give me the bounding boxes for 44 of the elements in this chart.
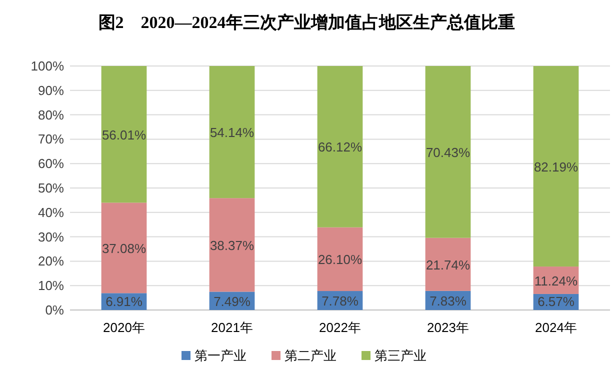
y-tick-label: 10% — [38, 278, 64, 294]
x-tick-label: 2022年 — [319, 320, 361, 335]
x-tick-label: 2023年 — [427, 320, 469, 335]
data-label: 37.08% — [102, 240, 146, 256]
bar — [317, 227, 363, 292]
data-label: 6.57% — [538, 294, 575, 309]
bar — [425, 238, 471, 291]
data-label: 7.49% — [214, 294, 251, 309]
data-label: 66.12% — [318, 140, 362, 155]
y-tick-label: 20% — [38, 254, 64, 269]
legend-label: 第二产业 — [284, 348, 336, 363]
chart-title: 图2 2020—2024年三次产业增加值占地区生产总值比重 — [98, 13, 515, 32]
data-label: 21.74% — [426, 257, 470, 272]
data-label: 54.14% — [210, 125, 254, 140]
y-tick-label: 80% — [38, 107, 64, 122]
bar — [425, 66, 471, 238]
y-tick-label: 50% — [38, 180, 64, 196]
y-tick-label: 60% — [38, 156, 64, 172]
data-label: 38.37% — [210, 238, 254, 253]
y-tick-label: 30% — [38, 229, 64, 244]
bar — [209, 66, 255, 198]
bar — [209, 198, 255, 292]
legend-label: 第一产业 — [194, 348, 246, 363]
y-tick-label: 40% — [38, 204, 64, 220]
x-tick-label: 2024年 — [535, 320, 577, 335]
data-label: 26.10% — [318, 252, 362, 268]
y-tick-label: 100% — [30, 58, 64, 74]
data-label: 7.83% — [430, 293, 467, 308]
data-label: 56.01% — [102, 127, 146, 142]
data-label: 6.91% — [106, 294, 143, 309]
legend-label: 第三产业 — [374, 348, 426, 363]
bar — [101, 202, 147, 294]
x-tick-label: 2020年 — [103, 320, 145, 335]
y-tick-label: 90% — [38, 82, 64, 98]
data-label: 11.24% — [534, 273, 578, 288]
y-tick-label: 0% — [45, 302, 64, 318]
data-label: 82.19% — [534, 159, 578, 174]
y-tick-label: 70% — [38, 132, 64, 147]
data-label: 7.78% — [322, 294, 359, 309]
bar — [101, 66, 147, 203]
bar — [533, 66, 579, 267]
x-tick-label: 2021年 — [211, 320, 253, 335]
data-label: 70.43% — [426, 144, 470, 160]
bar — [317, 66, 363, 228]
